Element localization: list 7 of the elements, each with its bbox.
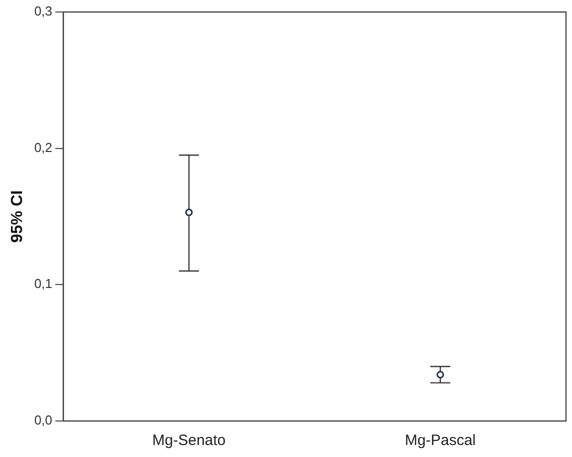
x-tick-label: Mg-Senato	[152, 432, 226, 450]
y-tick-label: 0,1	[34, 276, 52, 292]
y-tick-label: 0,2	[34, 140, 52, 155]
x-tick-label: Mg-Pascal	[404, 432, 476, 450]
y-tick-label: 0,0	[34, 412, 52, 428]
y-axis-title: 95% CI	[9, 190, 26, 243]
y-tick-label: 0,3	[34, 4, 52, 19]
